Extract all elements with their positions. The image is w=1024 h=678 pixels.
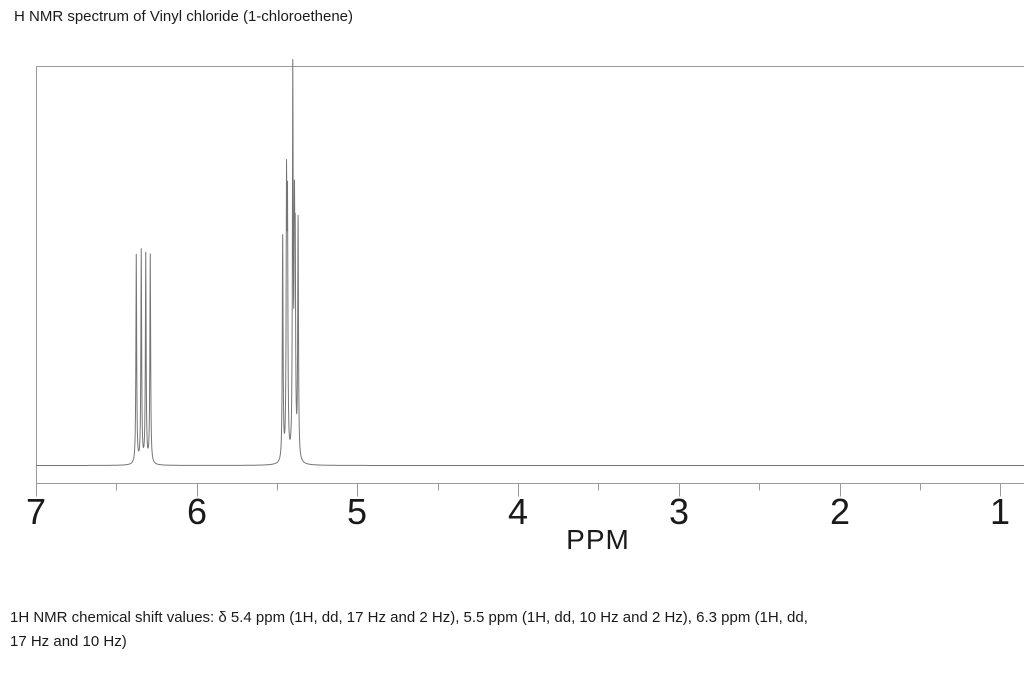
x-axis-tick-label: 7	[25, 491, 47, 532]
x-axis-tick-label: 4	[507, 491, 529, 532]
x-axis-tick-label: 2	[829, 491, 851, 532]
x-axis-tick-label: 1	[989, 491, 1011, 532]
x-axis-tick-label: 5	[346, 491, 368, 532]
caption: 1H NMR chemical shift values: δ 5.4 ppm …	[10, 606, 990, 654]
x-axis-tick-label: 6	[186, 491, 208, 532]
page-title: H NMR spectrum of Vinyl chloride (1-chlo…	[14, 8, 354, 25]
spectrum-trace	[35, 59, 1024, 466]
x-axis-title: PPM	[566, 524, 630, 555]
x-axis-tick-label: 3	[668, 491, 690, 532]
caption-line-1: 1H NMR chemical shift values: δ 5.4 ppm …	[10, 609, 808, 626]
caption-line-2: 17 Hz and 10 Hz)	[10, 633, 127, 650]
